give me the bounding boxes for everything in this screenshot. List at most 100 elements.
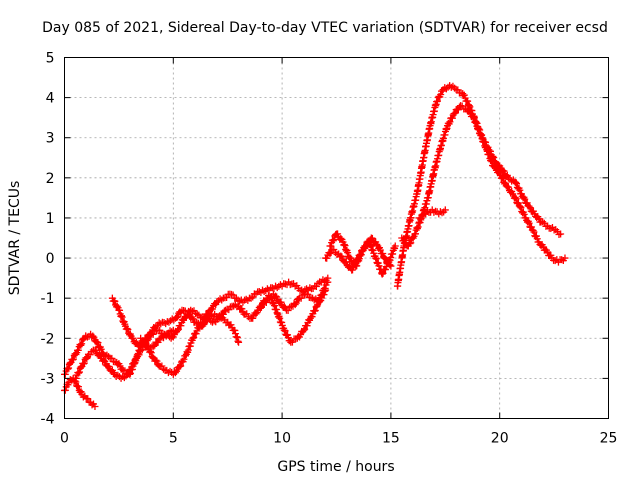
data-point-fill (362, 236, 374, 250)
data-point-fill (342, 258, 355, 272)
y-tick-label: 3 (46, 131, 55, 147)
data-point-fill (368, 234, 381, 248)
data-point-fill (79, 353, 92, 368)
data-point-fill (247, 290, 258, 302)
data-point (470, 114, 478, 122)
data-point (322, 286, 330, 294)
data-point-fill (249, 309, 261, 322)
data-point-fill (105, 363, 117, 376)
data-point (380, 254, 388, 262)
x-axis-label: GPS time / hours (277, 459, 394, 475)
data-point (189, 334, 197, 342)
data-point-fill (158, 362, 169, 374)
data-point-fill (297, 290, 308, 302)
data-point-fill (525, 202, 537, 216)
data-point-fill (190, 324, 203, 342)
data-point-fill (131, 347, 144, 365)
data-point-fill (310, 295, 321, 305)
data-point-fill (306, 284, 317, 293)
data-point-fill (101, 351, 113, 361)
data-point-fill (149, 327, 160, 338)
data-point-fill (243, 310, 254, 323)
data-point-fill (340, 241, 353, 261)
data-point-fill (355, 244, 368, 260)
data-point-fill (204, 315, 215, 325)
data-point-fill (274, 312, 288, 333)
data-point-fill (405, 232, 418, 248)
data-point-fill (510, 192, 522, 208)
data-point-fill (162, 331, 173, 341)
data-point-fill (411, 216, 425, 238)
y-tick-label: 0 (46, 251, 55, 267)
data-point-fill (223, 303, 234, 314)
data-point-fill (407, 190, 421, 222)
data-point-fill (151, 335, 163, 349)
y-tick-label: 4 (46, 91, 55, 107)
data-point-fill (119, 372, 130, 382)
data-point-fill (423, 207, 435, 216)
data-point-fill (518, 192, 531, 207)
data-point (174, 326, 182, 334)
data-point-fill (74, 383, 85, 396)
plot-frame (64, 57, 609, 419)
data-point-fill (193, 318, 204, 330)
data-marks (61, 82, 569, 410)
data-point-fill (74, 335, 87, 354)
data-point-fill (68, 349, 81, 364)
data-point-fill (394, 244, 408, 290)
data-point-fill (506, 175, 517, 185)
data-point (193, 310, 201, 318)
data-point-fill (124, 360, 137, 378)
data-point-fill (460, 91, 472, 109)
data-point (372, 254, 380, 262)
data-point-fill (334, 230, 346, 244)
data-point (391, 242, 399, 250)
data-point-fill (88, 400, 98, 409)
data-point-fill (545, 224, 556, 233)
data-point-fill (183, 336, 196, 356)
data-point (561, 254, 569, 262)
data-point (387, 262, 395, 270)
data-point-fill (477, 131, 490, 152)
data-point-fill (168, 327, 181, 341)
data-point-fill (210, 315, 221, 326)
data-point-fill (427, 100, 440, 128)
data-point-fill (294, 327, 307, 341)
data-point-fill (375, 244, 388, 261)
data-point (300, 326, 308, 334)
x-tick-label: 5 (169, 431, 178, 447)
y-axis-label: SDTVAR / TECUs (7, 181, 23, 296)
data-point-fill (207, 300, 220, 313)
data-point-fill (280, 280, 291, 289)
series-sat-track-4 (108, 274, 332, 351)
series-sat-track-12 (415, 206, 449, 222)
data-point-fill (61, 380, 72, 394)
data-point-fill (221, 290, 232, 302)
x-tick-label: 20 (491, 431, 509, 447)
data-point-fill (241, 295, 252, 304)
data-point-fill (301, 316, 314, 333)
data-point-fill (66, 376, 76, 384)
data-point-fill (108, 354, 119, 366)
data-point (504, 174, 512, 182)
data-point-fill (160, 318, 171, 328)
y-tick-label: -3 (41, 371, 55, 387)
data-point-fill (316, 287, 329, 305)
data-point-fill (144, 342, 157, 362)
data-point (91, 402, 99, 410)
data-point-fill (413, 157, 427, 195)
data-point (483, 146, 491, 154)
data-point-fill (94, 339, 107, 357)
data-point-fill (441, 83, 452, 93)
data-point-fill (424, 166, 438, 202)
data-point-fill (82, 332, 93, 341)
x-tick-label: 0 (60, 431, 69, 447)
data-point (441, 206, 449, 214)
data-point-fill (451, 103, 463, 117)
data-point-fill (539, 218, 550, 230)
x-tick-label: 15 (382, 431, 400, 447)
data-point (378, 270, 386, 278)
data-point-fill (444, 111, 457, 128)
data-point-fill (497, 172, 509, 188)
